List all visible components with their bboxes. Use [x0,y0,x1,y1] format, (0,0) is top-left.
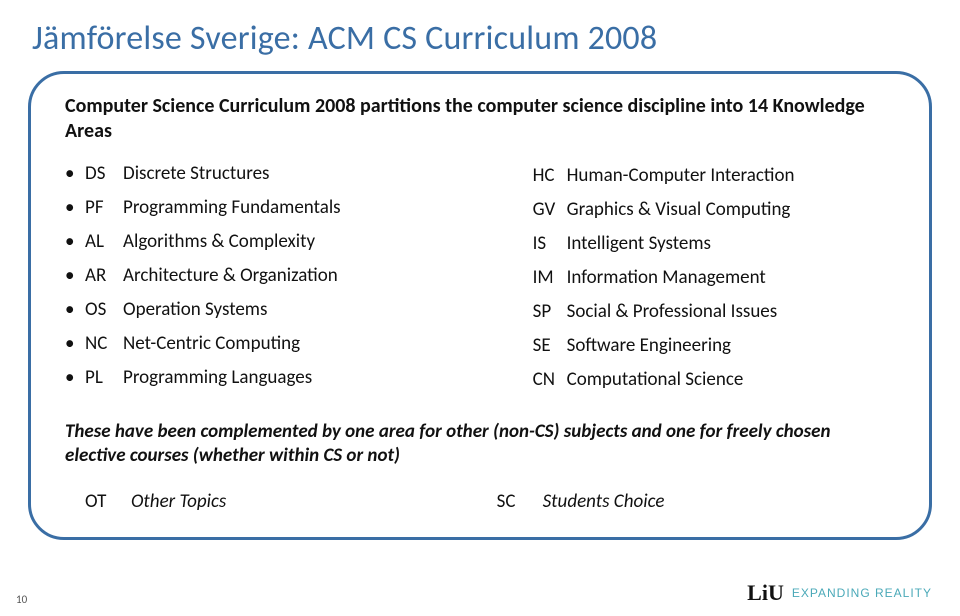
area-desc: Intelligent Systems [567,232,895,255]
area-code: AR [85,264,123,287]
area-code: SE [533,334,567,357]
area-desc: Graphics & Visual Computing [567,198,895,221]
liu-tagline: EXPANDING REALITY [792,586,932,600]
list-item: PFProgramming Fundamentals [65,196,497,219]
area-code: SP [533,300,567,323]
area-desc: Discrete Structures [123,162,497,185]
list-item: SESoftware Engineering [533,334,895,357]
area-desc: Net-Centric Computing [123,332,497,355]
knowledge-areas-right: HCHuman-Computer Interaction GVGraphics … [533,162,895,402]
list-item: PLProgramming Languages [65,366,497,389]
list-item: SPSocial & Professional Issues [533,300,895,323]
list-item: NCNet-Centric Computing [65,332,497,355]
area-code: CN [533,368,567,391]
area-code: AL [85,230,123,253]
slide: Jämförelse Sverige: ACM CS Curriculum 20… [0,0,960,616]
page-number: 10 [16,593,27,606]
area-desc: Operation Systems [123,298,497,321]
list-item: ARArchitecture & Organization [65,264,497,287]
area-desc: Other Topics [131,490,497,513]
area-desc: Students Choice [543,490,895,513]
list-item: ISIntelligent Systems [533,232,895,255]
liu-wordmark: LiU [747,580,784,606]
area-code: HC [533,164,567,187]
bottom-row: OT Other Topics SC Students Choice [65,490,895,513]
area-code: OT [85,490,131,513]
area-desc: Computational Science [567,368,895,391]
area-desc: Programming Fundamentals [123,196,497,219]
list-item: GVGraphics & Visual Computing [533,198,895,221]
area-code: PL [85,366,123,389]
intro-text: Computer Science Curriculum 2008 partiti… [65,94,895,144]
bottom-right-item: SC Students Choice [497,490,895,513]
area-desc: Programming Languages [123,366,497,389]
list-item: CNComputational Science [533,368,895,391]
list-item: HCHuman-Computer Interaction [533,164,895,187]
bottom-left-item: OT Other Topics [65,490,497,513]
liu-logo: LiU EXPANDING REALITY [747,580,932,606]
list-item: OSOperation Systems [65,298,497,321]
knowledge-areas-left: DSDiscrete Structures PFProgramming Fund… [65,162,497,402]
columns: DSDiscrete Structures PFProgramming Fund… [65,162,895,402]
area-code: SC [497,490,543,513]
area-code: GV [533,198,567,221]
content-box: Computer Science Curriculum 2008 partiti… [28,71,932,540]
area-desc: Software Engineering [567,334,895,357]
area-desc: Information Management [567,266,895,289]
area-code: PF [85,196,123,219]
area-code: IM [533,266,567,289]
area-code: OS [85,298,123,321]
area-desc: Human-Computer Interaction [567,164,895,187]
area-desc: Architecture & Organization [123,264,497,287]
list-item: DSDiscrete Structures [65,162,497,185]
list-item: IMInformation Management [533,266,895,289]
area-code: NC [85,332,123,355]
slide-title: Jämförelse Sverige: ACM CS Curriculum 20… [32,18,932,59]
area-desc: Algorithms & Complexity [123,230,497,253]
area-code: IS [533,232,567,255]
footnote-text: These have been complemented by one area… [65,420,895,468]
area-desc: Social & Professional Issues [567,300,895,323]
list-item: ALAlgorithms & Complexity [65,230,497,253]
area-code: DS [85,162,123,185]
